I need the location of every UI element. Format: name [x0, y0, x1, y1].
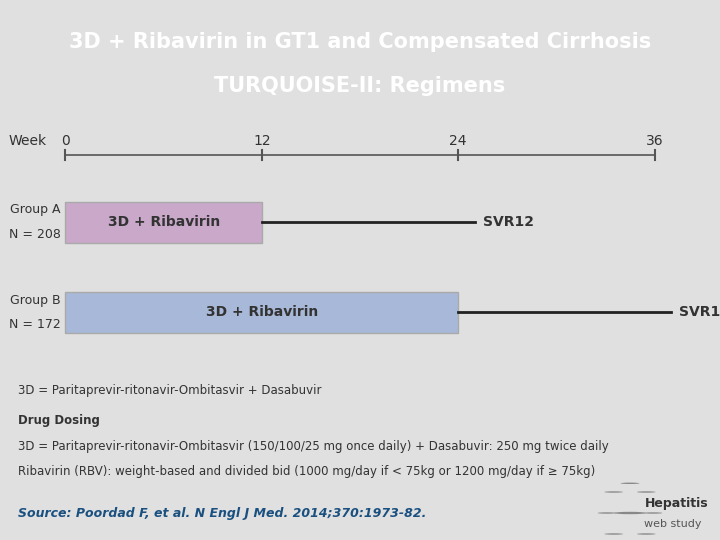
Circle shape — [644, 512, 662, 514]
Text: 12: 12 — [253, 134, 271, 149]
Text: Week: Week — [8, 134, 46, 149]
Text: 3D + Ribavirin in GT1 and Compensated Cirrhosis: 3D + Ribavirin in GT1 and Compensated Ci… — [69, 31, 651, 52]
Text: 3D = Paritaprevir-ritonavir-Ombitasvir (150/100/25 mg once daily) + Dasabuvir: 2: 3D = Paritaprevir-ritonavir-Ombitasvir (… — [18, 440, 608, 453]
Text: 3D = Paritaprevir-ritonavir-Ombitasvir + Dasabuvir: 3D = Paritaprevir-ritonavir-Ombitasvir +… — [18, 384, 322, 397]
Text: Group B: Group B — [10, 294, 60, 307]
Circle shape — [621, 483, 639, 484]
Text: Group A: Group A — [10, 204, 60, 217]
Circle shape — [637, 491, 656, 492]
Text: SVR12: SVR12 — [482, 215, 534, 229]
Text: SVR12: SVR12 — [679, 306, 720, 320]
Text: N = 208: N = 208 — [9, 228, 60, 241]
Text: Source: Poordad F, et al. N Engl J Med. 2014;370:1973-82.: Source: Poordad F, et al. N Engl J Med. … — [18, 507, 426, 519]
Text: 3D + Ribavirin: 3D + Ribavirin — [107, 215, 220, 229]
Bar — [66, 201, 262, 242]
Text: web study: web study — [644, 519, 702, 529]
Text: Ribavirin (RBV): weight-based and divided bid (1000 mg/day if < 75kg or 1200 mg/: Ribavirin (RBV): weight-based and divide… — [18, 465, 595, 478]
Bar — [66, 292, 458, 333]
Text: 0: 0 — [61, 134, 70, 149]
Text: N = 172: N = 172 — [9, 318, 60, 331]
Text: Drug Dosing: Drug Dosing — [18, 414, 100, 427]
Text: TURQUOISE-II: Regimens: TURQUOISE-II: Regimens — [215, 76, 505, 96]
Text: 24: 24 — [449, 134, 467, 149]
Circle shape — [614, 512, 646, 514]
Text: Hepatitis: Hepatitis — [644, 497, 708, 510]
Circle shape — [598, 512, 616, 514]
Text: 36: 36 — [646, 134, 663, 149]
Text: 3D + Ribavirin: 3D + Ribavirin — [206, 306, 318, 320]
Circle shape — [604, 491, 623, 492]
Circle shape — [604, 534, 623, 535]
Circle shape — [637, 534, 656, 535]
